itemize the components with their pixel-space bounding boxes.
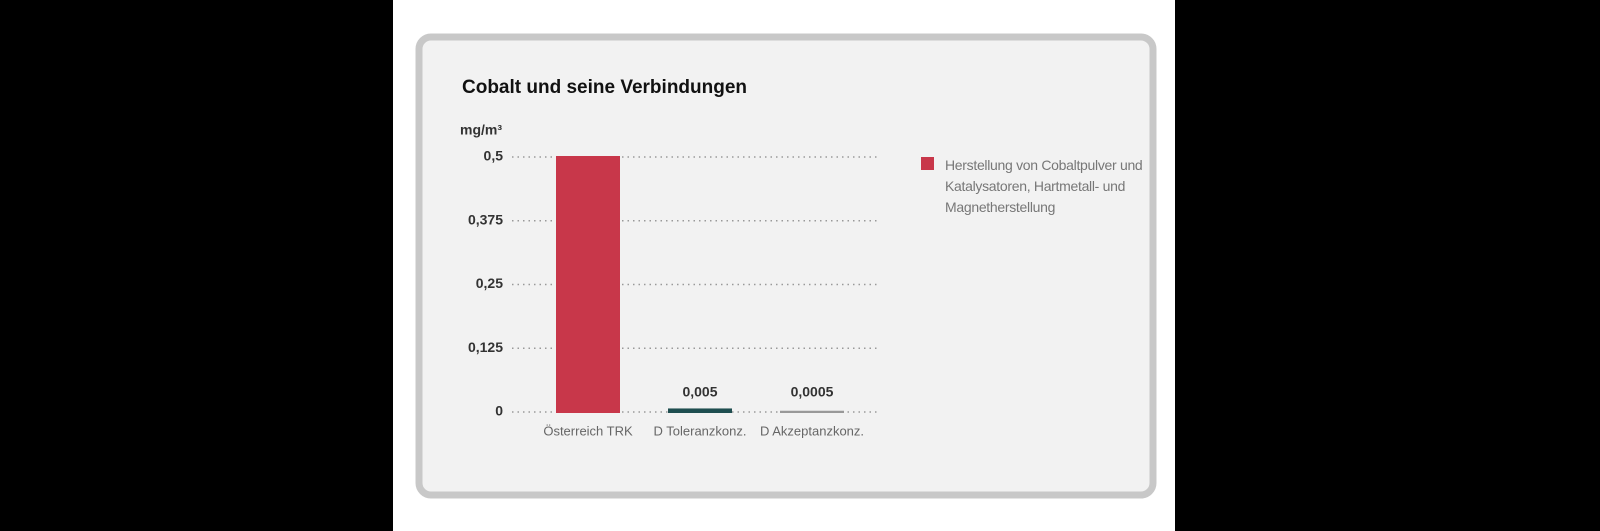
y-tick-label: 0,375 [468,211,503,227]
data-label: 0,0005 [791,384,834,400]
x-tick-label: Österreich TRK [543,423,633,438]
legend-label: Herstellung von Cobaltpulver und Katalys… [945,157,1143,215]
bar [668,408,732,414]
bar [556,156,620,413]
chart-title: Cobalt und seine Verbindungen [462,77,747,98]
legend-swatch [921,157,934,170]
x-tick-label: D Toleranzkonz. [654,423,747,438]
y-tick-label: 0,5 [484,148,504,164]
y-tick-label: 0,25 [476,275,503,291]
y-tick-label: 0,125 [468,339,503,355]
y-axis-label: mg/m³ [460,122,502,138]
x-tick-label: D Akzeptanzkonz. [760,423,864,438]
y-tick-label: 0 [495,403,503,419]
data-label: 0,005 [682,384,717,400]
